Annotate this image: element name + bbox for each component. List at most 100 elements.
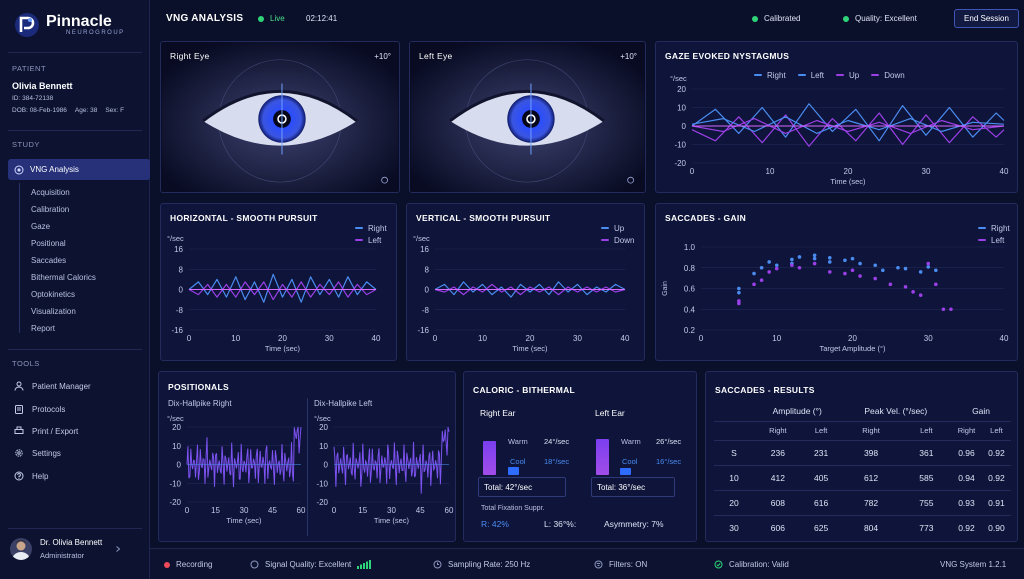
right-warm-bar xyxy=(483,441,496,475)
dix-hallpike-left-label: Dix-Hallpike Left xyxy=(314,399,373,408)
brand-sub: NEUROGROUP xyxy=(66,30,125,36)
divider xyxy=(8,130,142,131)
vpursuit-y-tick: -16 xyxy=(417,326,429,335)
hpursuit-y-unit: °/sec xyxy=(167,234,184,243)
user-icon xyxy=(14,381,24,391)
vpursuit-title: VERTICAL - SMOOTH PURSUIT xyxy=(416,213,551,223)
positionals-title: POSITIONALS xyxy=(168,382,229,392)
nav-acquisition[interactable]: Acquisition xyxy=(31,188,70,197)
hpursuit-x-tick: 10 xyxy=(231,334,240,343)
saccgain-y-label: Gain xyxy=(662,281,669,296)
legend-item-right: Right xyxy=(978,222,1010,234)
table-cell: 0.90 xyxy=(981,514,1011,540)
left-eye-panel[interactable]: Left Eye +10° xyxy=(409,41,646,193)
right-warm-label: Warm xyxy=(508,437,528,446)
signal-quality-status: Signal Quality: Excellent xyxy=(250,560,372,569)
legend-label: Left xyxy=(991,235,1005,245)
table-cell: S xyxy=(714,439,754,465)
brand[interactable]: Pinnacle NEUROGROUP xyxy=(14,12,125,38)
saccgain-point-right xyxy=(881,268,885,273)
legend-swatch xyxy=(754,74,762,76)
nav-visualization[interactable]: Visualization xyxy=(31,307,76,316)
saccgain-point-right xyxy=(850,256,855,261)
end-session-button[interactable]: End Session xyxy=(954,9,1019,28)
patient-name: Olivia Bennett xyxy=(12,81,73,91)
saccgain-x-tick: 30 xyxy=(924,334,933,343)
nav-bithermal-calorics[interactable]: Bithermal Calorics xyxy=(31,273,96,282)
right-eye-panel[interactable]: Right Eye +10° xyxy=(160,41,400,193)
legend-label: Down xyxy=(614,235,635,245)
legend-item-down: Down xyxy=(601,234,634,246)
tool-print-export[interactable]: Print / Export xyxy=(14,426,78,436)
legend-swatch xyxy=(978,239,986,241)
tool-help[interactable]: Help xyxy=(14,471,48,481)
gaze-y-tick: 0 xyxy=(682,122,687,131)
user-profile[interactable]: Dr. Olivia Bennett Administrator xyxy=(10,538,122,560)
divider xyxy=(8,528,142,529)
left-cool-bar xyxy=(620,467,631,475)
legend-item-up: Up xyxy=(836,69,859,81)
quality-label: Quality: Excellent xyxy=(855,14,917,23)
right-total-box: Total: 42°/sec xyxy=(478,477,566,497)
table-cell: 20 xyxy=(714,489,754,515)
table-cell: 782 xyxy=(840,489,902,515)
tool-patient-manager[interactable]: Patient Manager xyxy=(14,381,91,391)
table-row: S 236 231 398 361 0.96 0.92 xyxy=(714,439,1011,465)
legend-swatch xyxy=(871,74,880,76)
nav-vng-analysis[interactable]: VNG Analysis xyxy=(8,159,150,180)
hpursuit-series-right xyxy=(188,273,377,303)
positional-right-x-tick: 30 xyxy=(240,506,249,515)
live-label: Live xyxy=(270,14,285,23)
saccgain-point-left xyxy=(759,278,764,282)
saccgain-point-right xyxy=(790,257,794,262)
saccgain-point-right xyxy=(903,266,908,271)
table-cell: 625 xyxy=(801,514,841,540)
positional-left-y-tick: 10 xyxy=(319,442,328,451)
nav-optokinetics[interactable]: Optokinetics xyxy=(31,290,76,299)
vpursuit-y-tick: -8 xyxy=(422,306,430,315)
saccgain-x-label: Target Amplitude (°) xyxy=(820,344,886,353)
page-title: VNG ANALYSIS xyxy=(166,13,244,24)
saccgain-point-left xyxy=(903,285,908,289)
table-cell: 236 xyxy=(754,439,802,465)
left-warm-label: Warm xyxy=(621,437,641,446)
recording-label: Recording xyxy=(176,560,213,569)
saccgain-y-tick: 0.8 xyxy=(684,264,696,273)
tool-settings[interactable]: Settings xyxy=(14,448,61,458)
eye-nav-icon xyxy=(14,165,24,174)
nav-report[interactable]: Report xyxy=(31,324,56,333)
tool-protocols[interactable]: Protocols xyxy=(14,404,65,414)
nav-positional[interactable]: Positional xyxy=(31,239,66,248)
positional-left-trace xyxy=(333,426,450,494)
subnav-line xyxy=(19,183,20,333)
positional-right-trace xyxy=(186,426,302,488)
right-eye-video xyxy=(161,42,399,192)
nav-saccades[interactable]: Saccades xyxy=(31,256,67,265)
right-ear-label: Right Ear xyxy=(480,408,516,418)
table-cell: 0.92 xyxy=(981,464,1011,490)
saccgain-point-left xyxy=(812,261,817,266)
hpursuit-x-label: Time (sec) xyxy=(265,344,301,353)
gaze-series-up xyxy=(691,116,1005,135)
study-section-label: STUDY xyxy=(12,140,40,149)
legend-swatch xyxy=(601,227,609,229)
nav-calibration[interactable]: Calibration xyxy=(31,205,70,214)
quality-status: Quality: Excellent xyxy=(843,14,917,23)
patient-meta-row: DOB: 08-Feb-1986 Age: 38 Sex: F xyxy=(12,107,124,114)
tools-section-label: TOOLS xyxy=(12,359,40,368)
avatar xyxy=(10,538,32,560)
saccgain-point-left xyxy=(797,265,802,270)
fixation-right: R: 42% xyxy=(481,519,509,529)
table-cell: 361 xyxy=(901,439,952,465)
left-warm-bar xyxy=(596,438,609,475)
table-cell: 804 xyxy=(840,514,902,540)
left-cool-label: Cool xyxy=(622,457,638,466)
calibration-label: Calibration: Valid xyxy=(729,560,789,569)
positional-right-x-tick: 15 xyxy=(211,506,220,515)
saccgain-point-right xyxy=(858,261,862,266)
legend-item-left: Left xyxy=(797,69,824,81)
gear-icon xyxy=(15,449,23,457)
nav-gaze[interactable]: Gaze xyxy=(31,222,51,231)
